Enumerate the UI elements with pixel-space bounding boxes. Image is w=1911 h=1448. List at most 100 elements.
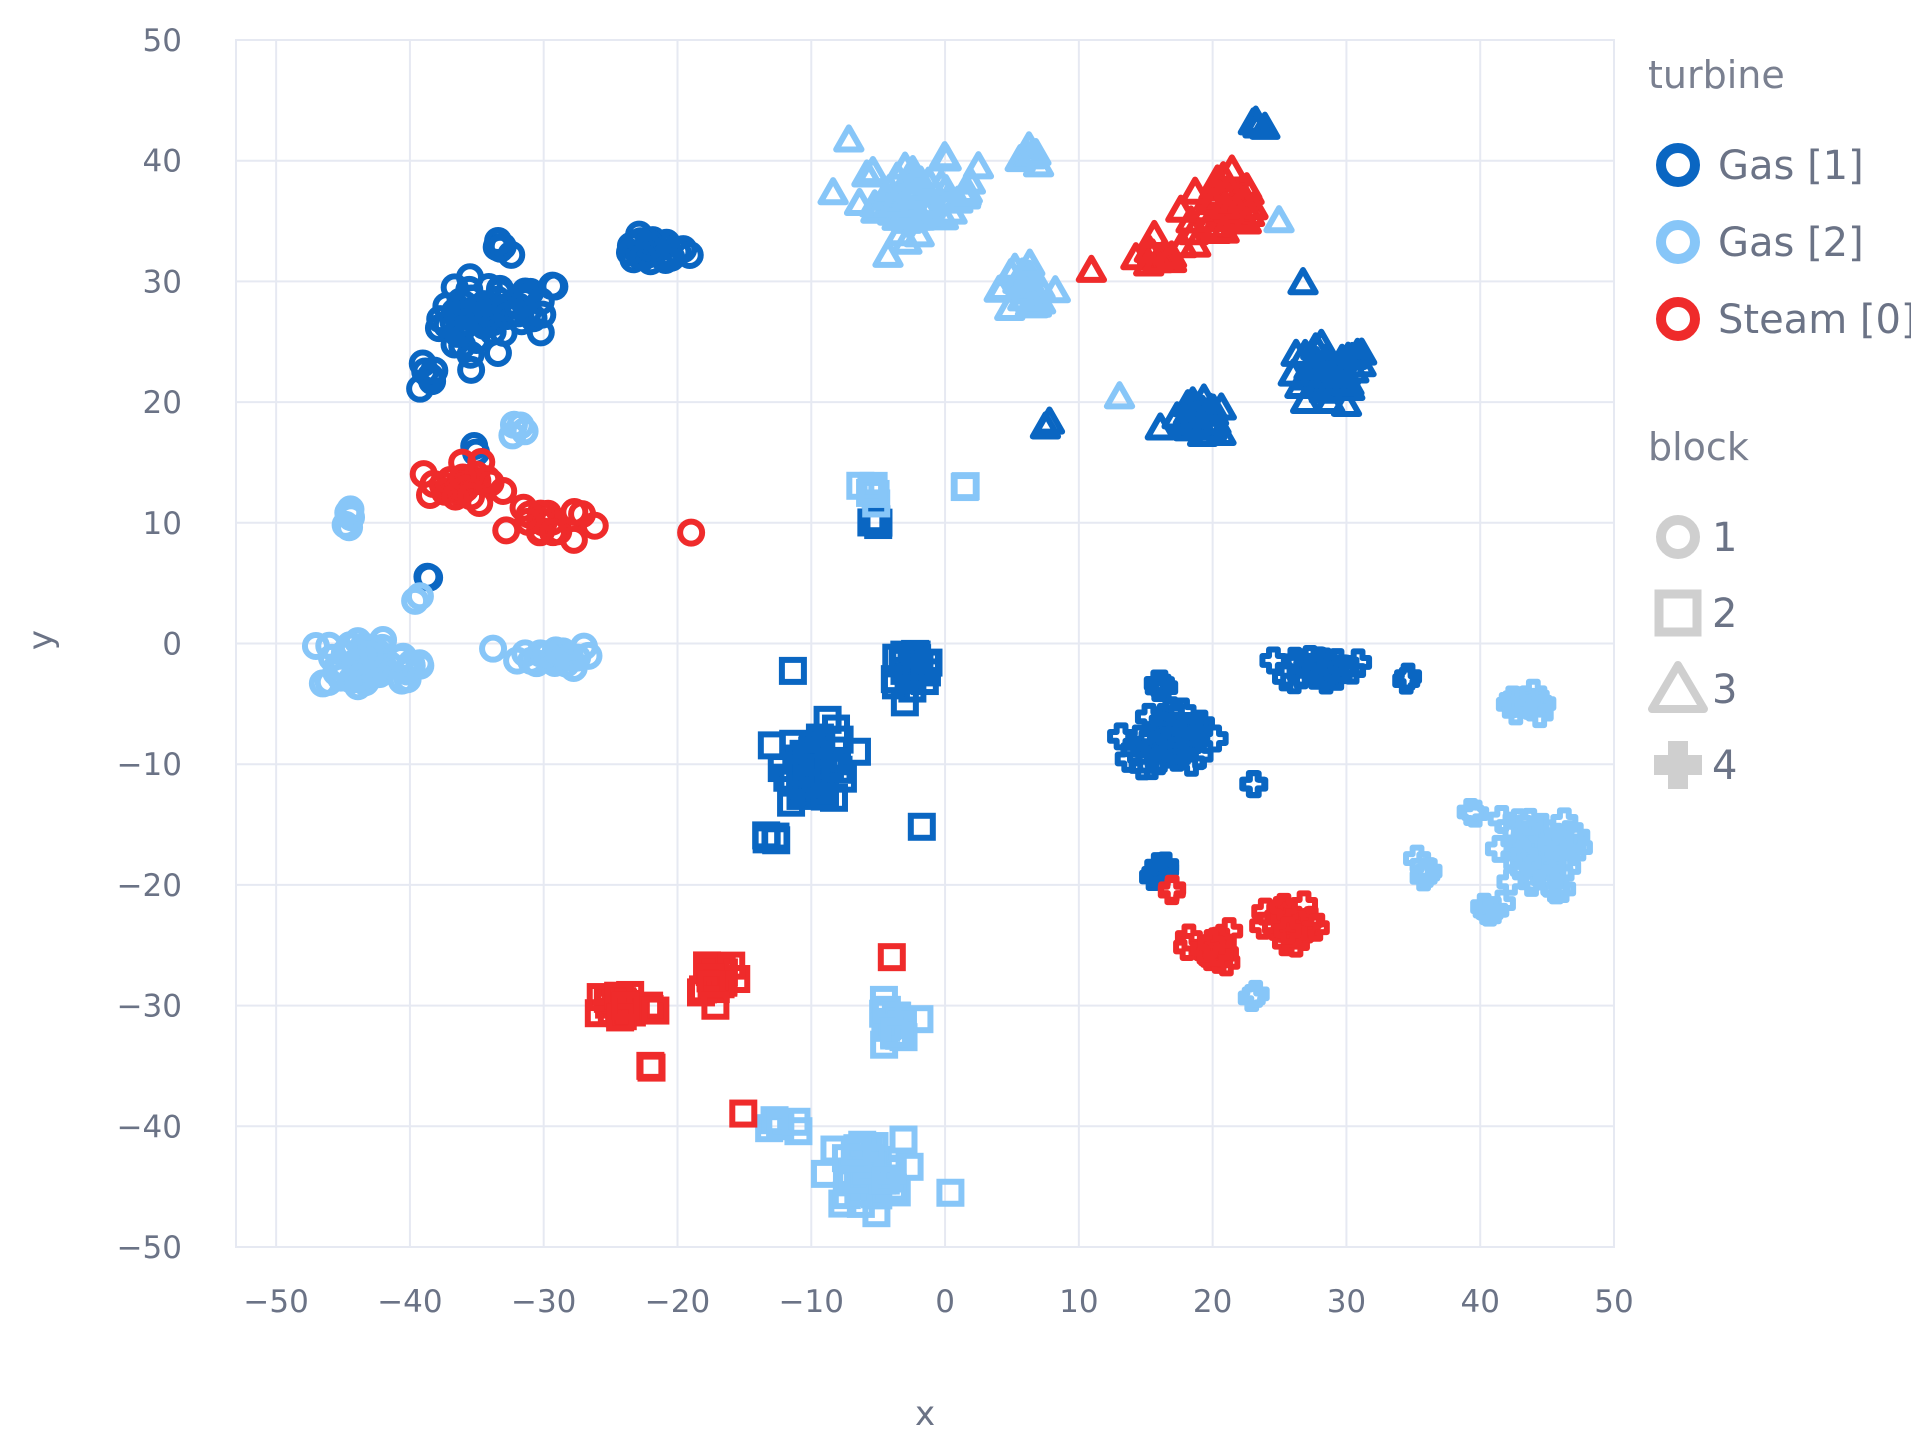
data-point	[903, 219, 935, 248]
data-point	[1312, 661, 1341, 690]
data-point	[528, 300, 557, 329]
y-axis-title: y	[21, 630, 61, 650]
grid	[235, 39, 1615, 1248]
data-point	[1237, 983, 1266, 1012]
data-point	[891, 226, 923, 255]
data-point	[930, 143, 962, 172]
data-point	[1263, 205, 1295, 234]
data-point	[426, 305, 455, 334]
data-point	[338, 632, 367, 661]
data-point	[1501, 697, 1530, 726]
data-point	[890, 688, 919, 717]
data-point	[485, 274, 514, 303]
x-tick-label: 0	[935, 1284, 955, 1320]
legend-label: Steam [0]	[1718, 297, 1911, 343]
data-point	[1180, 400, 1212, 429]
data-point	[1338, 355, 1370, 384]
data-point	[1394, 662, 1423, 691]
cross-symbol-icon	[1654, 741, 1702, 789]
data-point	[1241, 979, 1270, 1008]
x-tick-label: −50	[243, 1284, 308, 1320]
tick-labels: −50 −40 −30 −20 −10 0 10 20 30 40 50 −50 −40 −30 −20 −1…	[117, 23, 1634, 1320]
data-point	[810, 1159, 839, 1188]
data-point	[813, 705, 842, 734]
legend-item-block-3[interactable]: 3	[1648, 661, 1737, 713]
legend-swatch-icon	[1656, 143, 1700, 187]
data-point	[962, 151, 995, 180]
data-point	[1330, 388, 1363, 417]
data-point	[526, 287, 555, 316]
data-point	[474, 273, 503, 302]
data-point	[851, 159, 883, 188]
data-point	[499, 410, 528, 439]
data-point	[1039, 275, 1071, 304]
data-point	[560, 498, 589, 527]
data-point	[782, 1107, 811, 1136]
data-point	[1251, 897, 1280, 926]
data-point	[843, 187, 876, 217]
y-tick-label: 20	[143, 385, 182, 421]
data-point	[1412, 860, 1441, 889]
legend-swatch-icon	[1656, 220, 1700, 264]
y-tick-label: 0	[162, 627, 182, 663]
legend-item-block-2[interactable]: 2	[1654, 589, 1737, 637]
data-point	[1075, 254, 1108, 283]
y-tick-label: −30	[117, 989, 182, 1025]
data-point	[880, 1019, 909, 1048]
legend-title-block: block	[1648, 425, 1749, 469]
data-point	[1316, 652, 1345, 681]
data-point	[457, 355, 486, 384]
data-point	[1004, 143, 1036, 173]
data-point	[344, 663, 373, 692]
data-point	[983, 274, 1015, 303]
data-point	[778, 656, 807, 685]
y-tick-label: −50	[117, 1230, 182, 1266]
data-point	[326, 663, 355, 692]
data-point	[1155, 240, 1188, 269]
square-symbol-icon	[1654, 589, 1702, 637]
data-point	[539, 518, 568, 547]
data-point	[1215, 917, 1244, 946]
legend-item-steam-0[interactable]: Steam [0]	[1656, 297, 1911, 343]
legend-item-block-4[interactable]: 4	[1654, 741, 1737, 789]
data-point	[440, 273, 469, 302]
data-point	[1280, 666, 1309, 695]
data-point	[641, 996, 670, 1025]
data-point	[1320, 354, 1353, 383]
data-point	[1195, 392, 1227, 421]
data-point	[1144, 673, 1173, 702]
y-tick-label: −40	[117, 1109, 182, 1145]
data-point	[701, 991, 730, 1020]
legend-item-gas-2[interactable]: Gas [2]	[1656, 220, 1864, 266]
data-point	[1200, 724, 1229, 753]
data-point	[1158, 726, 1187, 755]
data-point	[1517, 868, 1546, 897]
data-point	[877, 943, 906, 972]
legend-item-block-1[interactable]: 1	[1656, 515, 1737, 561]
legend-label: 4	[1712, 743, 1737, 789]
data-point	[443, 319, 472, 348]
legend-item-gas-1[interactable]: Gas [1]	[1656, 143, 1864, 189]
data-point	[1033, 406, 1066, 435]
legend[interactable]: turbine block Gas [1] Gas [2] Steam [0] 1 2 3…	[1648, 53, 1911, 789]
data-point	[1114, 744, 1143, 773]
data-point	[1165, 194, 1197, 223]
data-point	[1259, 646, 1288, 675]
data-point	[1208, 215, 1240, 244]
data-point	[912, 166, 945, 195]
data-point	[1134, 702, 1163, 731]
data-point	[1289, 385, 1322, 414]
x-tick-label: −40	[377, 1284, 442, 1320]
data-point	[611, 991, 640, 1020]
y-tick-label: 40	[143, 144, 182, 180]
data-point	[629, 243, 658, 272]
data-point	[408, 349, 437, 378]
data-point	[484, 226, 513, 255]
data-point	[1197, 929, 1226, 958]
legend-label: 3	[1712, 667, 1737, 713]
data-point	[792, 770, 821, 799]
data-point	[1301, 913, 1330, 942]
x-tick-label: 30	[1327, 1284, 1366, 1320]
x-tick-label: 10	[1059, 1284, 1098, 1320]
